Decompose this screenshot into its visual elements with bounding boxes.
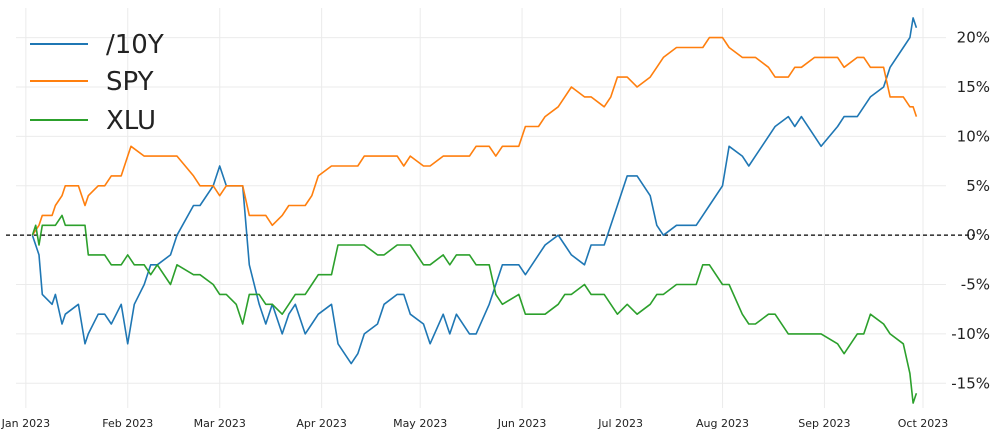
y-axis: 20% 15% 10% 5% 0% -5% -10% -15% (951, 29, 990, 393)
legend-entry: XLU (30, 106, 156, 136)
series-line-10y (31, 17, 918, 365)
series-line-xlu (31, 214, 918, 404)
y-tick-label: -10% (951, 325, 990, 343)
x-tick-label: Sep 2023 (798, 417, 850, 430)
x-tick-label: Jan 2023 (1, 417, 50, 430)
y-tick-label: 10% (957, 127, 990, 145)
x-tick-label: Mar 2023 (194, 417, 246, 430)
series-lines (31, 17, 918, 404)
y-tick-label: 0% (966, 226, 990, 244)
legend-label: XLU (106, 106, 156, 136)
x-tick-label: Apr 2023 (296, 417, 347, 430)
x-tick-label: Jun 2023 (497, 417, 547, 430)
x-tick-label: May 2023 (393, 417, 447, 430)
legend-entry: SPY (30, 67, 154, 97)
x-tick-label: Oct 2023 (898, 417, 949, 430)
series-line-spy (31, 36, 918, 236)
y-tick-label: -15% (951, 374, 990, 392)
y-tick-label: 5% (966, 177, 990, 195)
grid (16, 8, 946, 408)
y-tick-label: 15% (957, 78, 990, 96)
legend-label: /10Y (106, 30, 164, 60)
y-tick-label: -5% (961, 276, 990, 294)
legend-label: SPY (106, 67, 154, 97)
y-tick-label: 20% (957, 29, 990, 47)
x-axis: Jan 2023 Feb 2023 Mar 2023 Apr 2023 May 2023… (1, 417, 949, 430)
x-tick-label: Jul 2023 (597, 417, 643, 430)
x-tick-label: Feb 2023 (102, 417, 153, 430)
legend-entry: /10Y (30, 30, 164, 60)
x-tick-label: Aug 2023 (696, 417, 749, 430)
legend: /10Y SPY XLU (30, 30, 164, 136)
